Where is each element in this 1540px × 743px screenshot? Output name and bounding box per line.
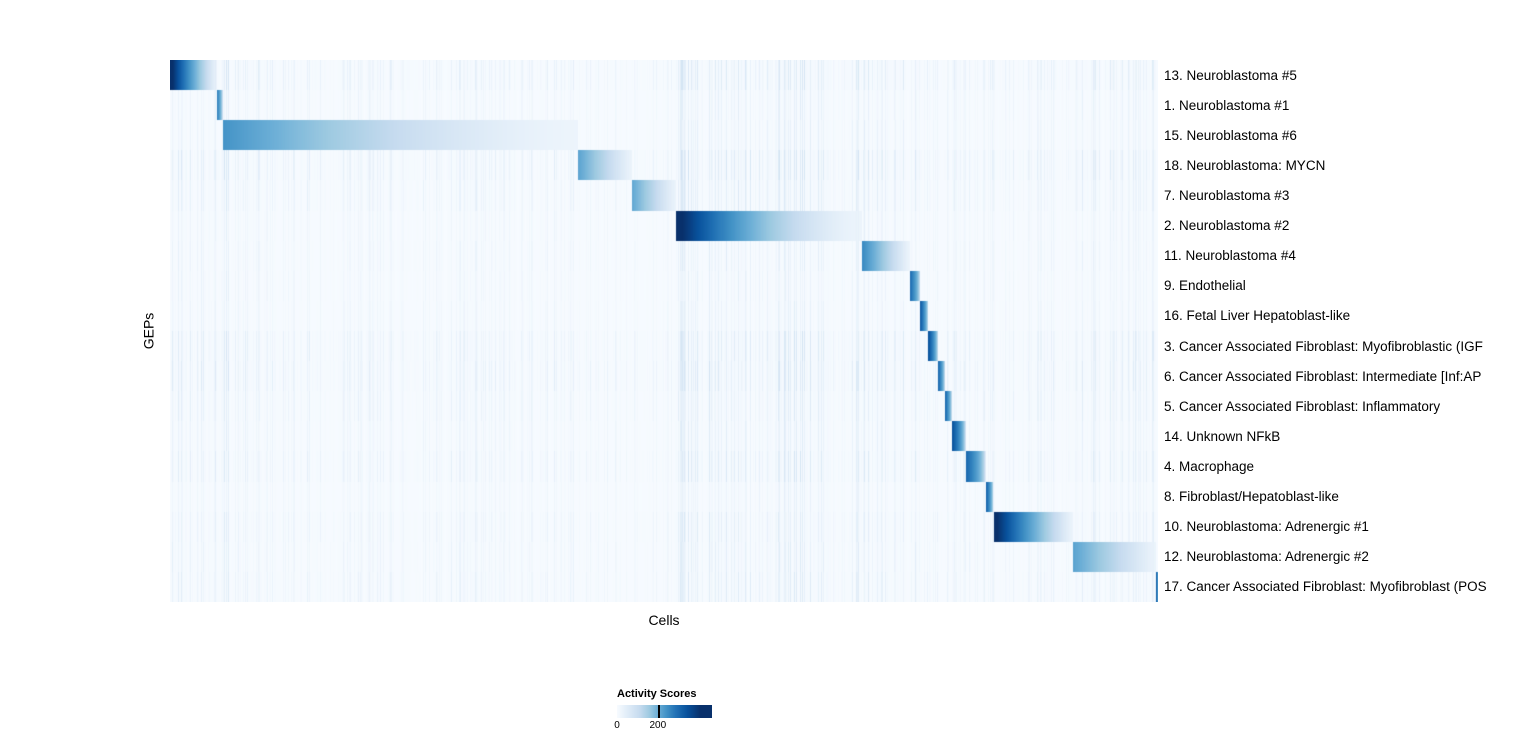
row-label: 12. Neuroblastoma: Adrenergic #2 [1164,549,1369,565]
row-labels: 13. Neuroblastoma #5 1. Neuroblastoma #1 1… [1164,60,1540,602]
row-label: 4. Macrophage [1164,458,1255,474]
legend-tick-label: 0 [614,720,620,731]
row-label: 3. Cancer Associated Fibroblast: Myofibr… [1164,338,1483,354]
row-label: 1. Neuroblastoma #1 [1164,97,1290,113]
row-label: 9. Endothelial [1164,278,1246,294]
legend-title: Activity Scores [617,688,697,700]
y-axis-label: GEPs [139,312,156,350]
x-axis-label: Cells [648,612,680,628]
legend-tick-mark [657,705,660,718]
row-label: 7. Neuroblastoma #3 [1164,187,1290,203]
colorbar-tick-labels: 0 200 [614,720,712,734]
row-label: 10. Neuroblastoma: Adrenergic #1 [1164,519,1369,535]
row-label: 16. Fetal Liver Hepatoblast-like [1164,308,1351,324]
row-label: 17. Cancer Associated Fibroblast: Myofib… [1164,579,1487,595]
colorbar-legend: Activity Scores 0 200 [614,688,712,734]
row-label: 18. Neuroblastoma: MYCN [1164,157,1326,173]
row-label: 13. Neuroblastoma #5 [1164,67,1297,83]
row-label: 5. Cancer Associated Fibroblast: Inflamm… [1164,398,1441,414]
row-label: 15. Neuroblastoma #6 [1164,127,1297,143]
row-label: 8. Fibroblast/Hepatoblast-like [1164,489,1339,505]
row-label: 11. Neuroblastoma #4 [1164,248,1296,264]
row-label: 14. Unknown NFkB [1164,428,1281,444]
y-axis-label-wrap: GEPs [118,60,178,602]
legend-tick-label: 200 [649,720,667,731]
heatmap-canvas [170,60,1158,602]
colorbar-gradient [617,705,712,718]
row-label: 6. Cancer Associated Fibroblast: Interme… [1164,368,1482,384]
row-label: 2. Neuroblastoma #2 [1164,218,1290,234]
